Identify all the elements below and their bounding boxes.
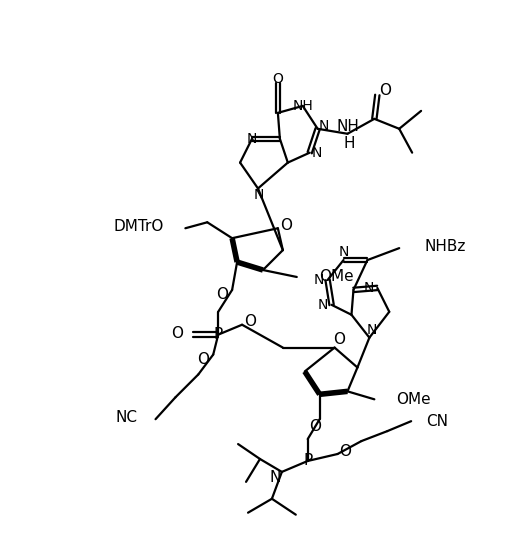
Text: N: N [246, 132, 257, 146]
Text: OMe: OMe [395, 392, 430, 407]
Text: P: P [213, 327, 222, 342]
Text: O: O [308, 419, 320, 434]
Text: N: N [317, 298, 327, 312]
Text: N: N [311, 146, 321, 159]
Text: O: O [333, 332, 345, 347]
Text: N: N [313, 273, 323, 287]
Text: NHBz: NHBz [423, 239, 465, 254]
Text: O: O [379, 84, 390, 98]
Text: H: H [343, 136, 355, 151]
Text: CN: CN [425, 414, 447, 429]
Text: N: N [362, 281, 373, 295]
Text: N: N [337, 245, 348, 259]
Text: N: N [365, 323, 376, 337]
Text: NH: NH [335, 119, 358, 134]
Text: P: P [302, 454, 312, 468]
Text: O: O [243, 314, 256, 329]
Text: N: N [318, 119, 328, 133]
Text: O: O [197, 352, 209, 367]
Text: OMe: OMe [318, 270, 353, 284]
Text: O: O [272, 72, 283, 86]
Text: DMTrO: DMTrO [113, 219, 163, 234]
Text: NC: NC [116, 410, 137, 425]
Text: O: O [216, 287, 228, 302]
Text: O: O [339, 443, 351, 459]
Text: O: O [279, 218, 291, 233]
Text: N: N [269, 470, 280, 485]
Text: O: O [171, 326, 183, 341]
Text: N: N [253, 188, 264, 203]
Text: NH: NH [292, 99, 313, 113]
